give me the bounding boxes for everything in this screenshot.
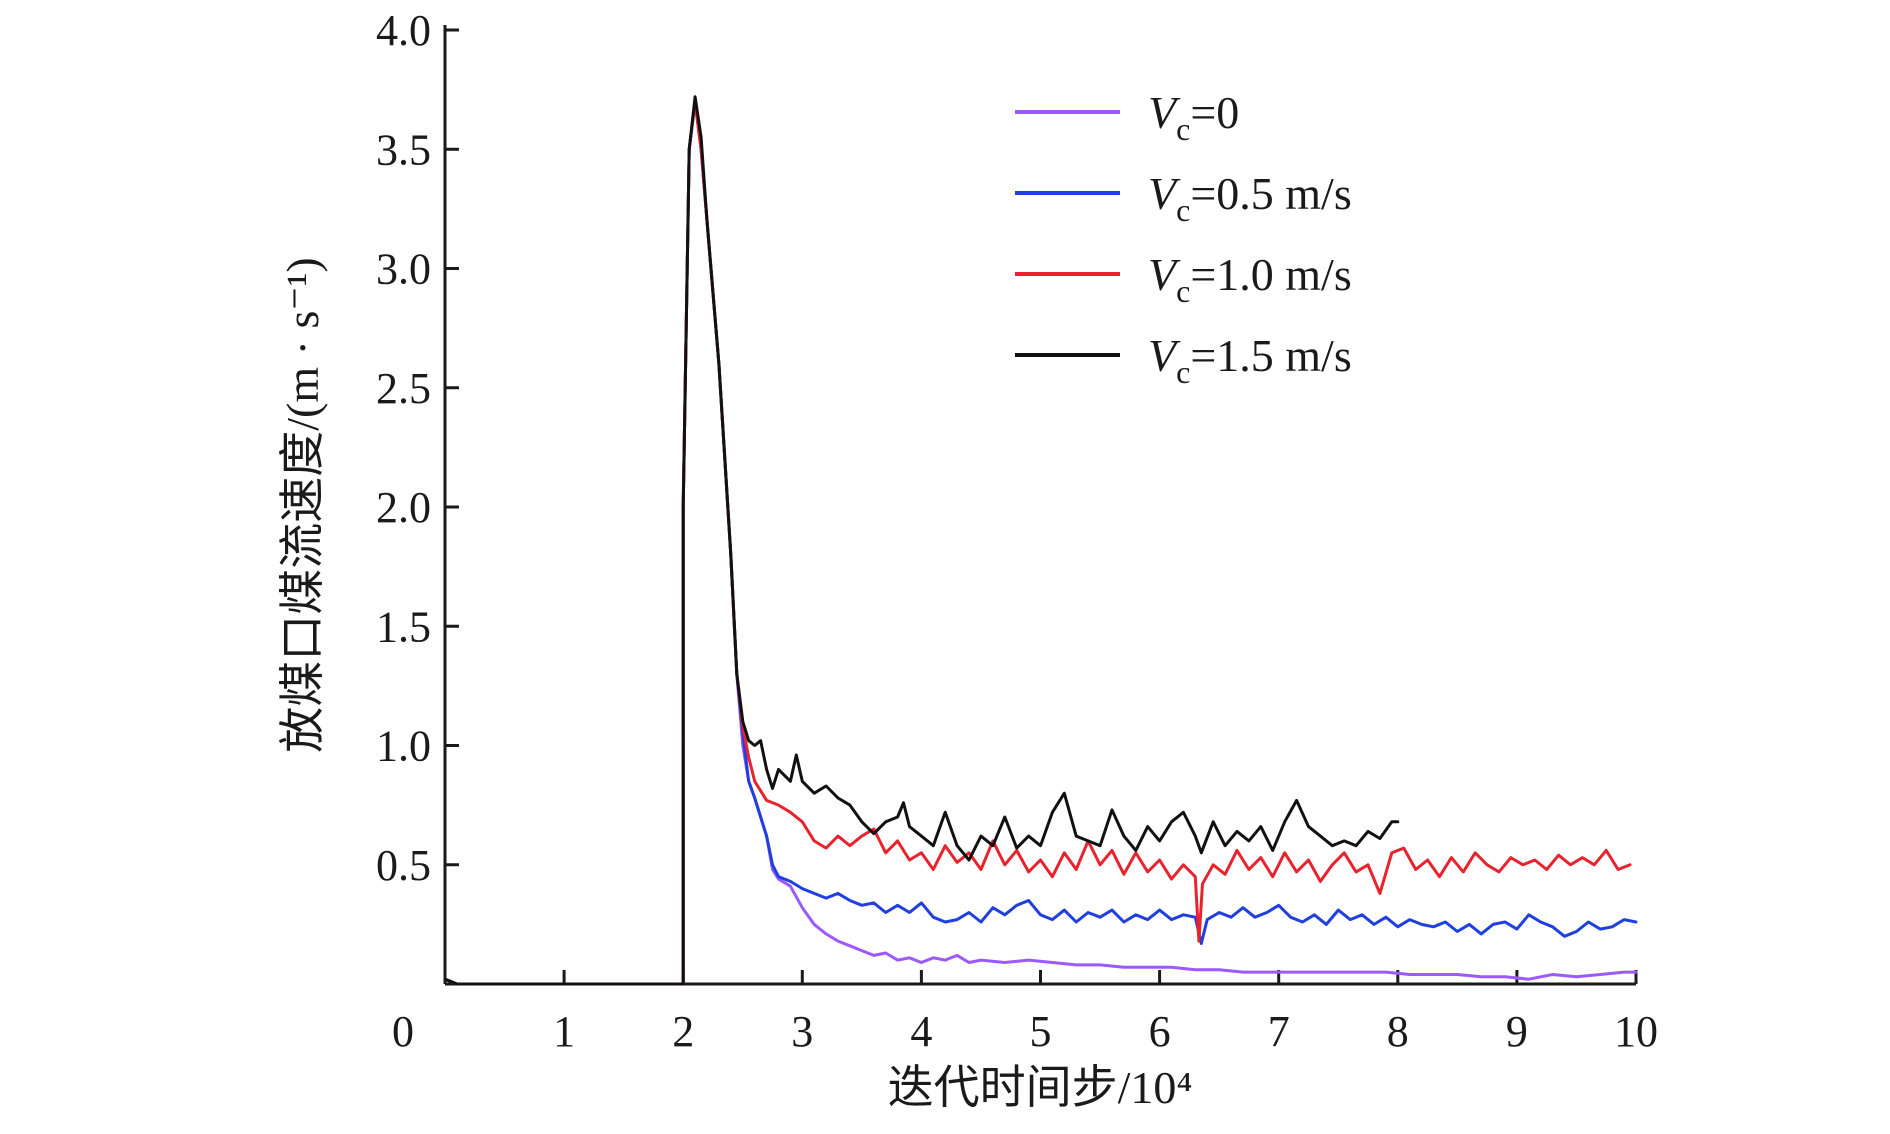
x-tick-label-0: 0 [392,1007,414,1056]
legend: Vc=0Vc=0.5 m/sVc=1.0 m/sVc=1.5 m/s [1015,87,1352,390]
series-line-0 [443,100,1638,986]
legend-rest-1: =0.5 m/s [1190,168,1351,219]
y-tick-label-3.5: 3.5 [376,125,431,174]
legend-sub-1: c [1176,192,1190,228]
legend-sub-0: c [1176,111,1190,147]
legend-label-3: Vc=1.5 m/s [1148,330,1352,390]
y-tick-label-4.0: 4.0 [376,6,431,55]
x-axis-title: 迭代时间步/10⁴ [888,1062,1193,1113]
y-tick-label-1.5: 1.5 [376,602,431,651]
legend-label-0: Vc=0 [1148,87,1239,147]
legend-label-2: Vc=1.0 m/s [1148,249,1352,309]
x-tick-label-9: 9 [1506,1007,1528,1056]
legend-var-2: V [1148,249,1181,300]
y-tick-label-2.5: 2.5 [376,364,431,413]
x-tick-label-2: 2 [672,1007,694,1056]
y-tick-label-1.0: 1.0 [376,722,431,771]
series-line-2 [443,100,1632,986]
legend-var-0: V [1148,87,1181,138]
y-axis-title: 放煤口煤流速度/(m · s⁻¹) [277,257,328,753]
x-tick-label-10: 10 [1614,1007,1658,1056]
x-tick-label-4: 4 [910,1007,932,1056]
legend-sub-2: c [1176,273,1190,309]
series-line-3 [443,95,1400,986]
axes [443,25,1636,986]
ticks: 0 1 2 3 4 5 6 7 8 9 10 0.5 1.0 1.5 2.0 2.5 3.0 3.5 4.0 [376,6,1658,1056]
x-tick-label-5: 5 [1030,1007,1052,1056]
x-tick-label-7: 7 [1268,1007,1290,1056]
legend-rest-2: =1.0 m/s [1190,249,1351,300]
x-tick-label-8: 8 [1387,1007,1409,1056]
y-tick-label-0.5: 0.5 [376,841,431,890]
legend-rest-3: =1.5 m/s [1190,330,1351,381]
y-tick-label-2.0: 2.0 [376,483,431,532]
legend-var-3: V [1148,330,1181,381]
legend-sub-3: c [1176,354,1190,390]
series-line-1 [443,100,1638,986]
x-tick-label-6: 6 [1149,1007,1171,1056]
y-tick-label-3.0: 3.0 [376,245,431,294]
x-tick-label-3: 3 [791,1007,813,1056]
legend-rest-0: =0 [1190,87,1239,138]
legend-var-1: V [1148,168,1181,219]
legend-label-1: Vc=0.5 m/s [1148,168,1352,228]
series-layer [443,95,1638,986]
x-tick-label-1: 1 [553,1007,575,1056]
